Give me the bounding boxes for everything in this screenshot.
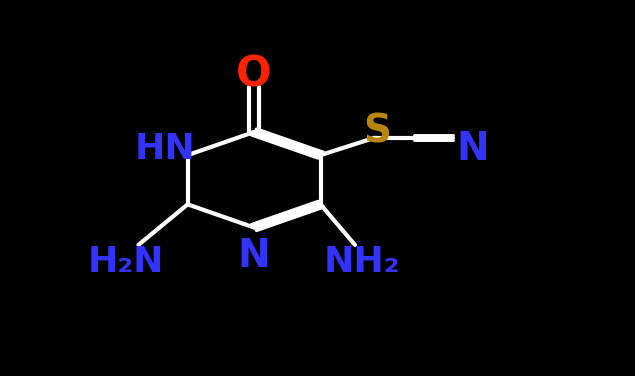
Text: HN: HN — [135, 132, 196, 166]
Text: S: S — [364, 113, 392, 151]
Text: N: N — [457, 130, 490, 168]
Text: O: O — [236, 53, 272, 95]
Text: N: N — [237, 238, 271, 276]
Text: NH₂: NH₂ — [324, 245, 401, 279]
Text: H₂N: H₂N — [88, 245, 164, 279]
